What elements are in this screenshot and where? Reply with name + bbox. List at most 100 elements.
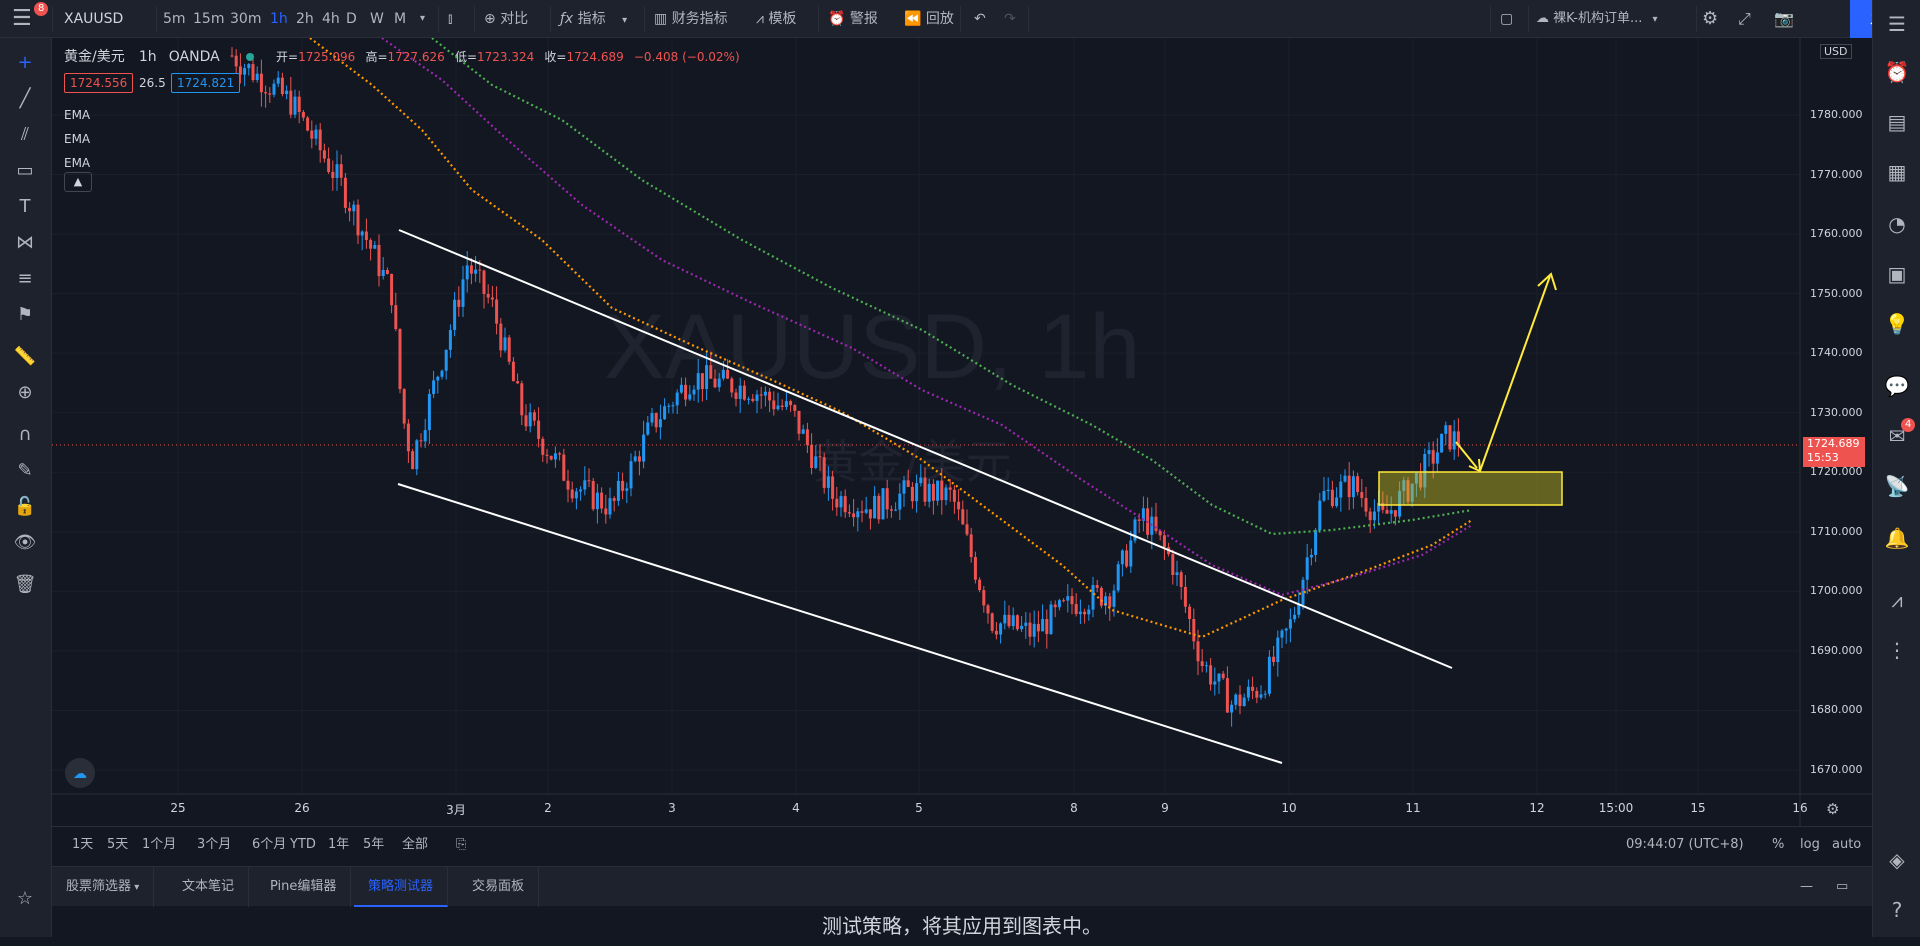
range-button-5[interactable]: YTD bbox=[290, 837, 316, 852]
interval-15m[interactable]: 15m bbox=[193, 11, 225, 27]
text-tool[interactable]: T bbox=[12, 194, 38, 220]
candle-body bbox=[637, 456, 641, 462]
zoom-tool[interactable]: ⊕ bbox=[12, 380, 38, 406]
minimize-panel-button[interactable]: — bbox=[1800, 867, 1813, 907]
currency-label[interactable]: USD bbox=[1820, 44, 1852, 59]
price-chart[interactable]: XAUUSD, 1h 黄金/美元 ☁ bbox=[52, 38, 1872, 826]
stay-drawing-tool[interactable]: ✎ bbox=[12, 458, 38, 484]
alerts-panel-button[interactable]: ⏰ bbox=[1883, 58, 1911, 86]
interval-1h[interactable]: 1h bbox=[270, 11, 288, 27]
price-tick-label: 1780.000 bbox=[1810, 108, 1863, 121]
undo-button[interactable]: ↶ bbox=[974, 0, 986, 38]
shapes-tool[interactable]: ▭ bbox=[12, 158, 38, 184]
data-window-button[interactable]: ▤ bbox=[1883, 108, 1911, 136]
watchlist-button[interactable]: ☰ bbox=[1883, 10, 1911, 38]
interval-dropdown-chevron-icon[interactable]: ▾ bbox=[420, 13, 426, 24]
pitchfork-tool[interactable]: ⫽ bbox=[12, 122, 38, 148]
log-toggle[interactable]: log bbox=[1800, 837, 1820, 852]
candle-body bbox=[818, 456, 822, 458]
news-button[interactable]: ▦ bbox=[1883, 158, 1911, 186]
indicator-ema-3[interactable]: EMA bbox=[64, 156, 91, 170]
layout-selector[interactable]: ☁ 裸K-机构订单... ▾ bbox=[1536, 0, 1658, 38]
crosshair-tool[interactable]: + bbox=[12, 50, 38, 76]
bottom-tab-0[interactable]: 股票筛选器 ▾ bbox=[52, 867, 155, 907]
measure-tool[interactable]: 📏 bbox=[12, 344, 38, 370]
interval-d[interactable]: D bbox=[346, 11, 357, 27]
clock[interactable]: 09:44:07 (UTC+8) bbox=[1626, 837, 1744, 852]
fullscreen-layout-button[interactable]: ▢ bbox=[1500, 0, 1513, 38]
pattern-tool[interactable]: ⋈ bbox=[12, 230, 38, 256]
redo-button[interactable]: ↷ bbox=[1004, 0, 1016, 38]
lock-drawings-tool[interactable]: 🔓 bbox=[12, 494, 38, 520]
range-button-6[interactable]: 1年 bbox=[328, 837, 350, 852]
order-panel-button[interactable]: ⩘ bbox=[1883, 586, 1911, 614]
auto-toggle[interactable]: auto bbox=[1832, 837, 1862, 852]
favorites-tool[interactable]: ☆ bbox=[12, 886, 38, 912]
snapshot-button[interactable]: 📷 bbox=[1774, 0, 1794, 38]
notifications-button[interactable]: 🔔 bbox=[1883, 524, 1911, 552]
ideas-button[interactable]: 💡 bbox=[1883, 310, 1911, 338]
bottom-tab-4[interactable]: 交易面板 bbox=[458, 867, 540, 907]
percent-toggle[interactable]: % bbox=[1772, 837, 1785, 852]
upper-trend-line[interactable] bbox=[398, 229, 1453, 669]
candle-body bbox=[343, 177, 347, 208]
target-arrow[interactable] bbox=[1479, 275, 1551, 472]
range-button-1[interactable]: 5天 bbox=[107, 837, 129, 852]
interval-4h[interactable]: 4h bbox=[322, 11, 340, 27]
bottom-tab-1[interactable]: 文本笔记 bbox=[168, 867, 250, 907]
axis-settings-button[interactable]: ⚙ bbox=[1826, 800, 1839, 818]
prediction-tool[interactable]: ≡ bbox=[12, 266, 38, 292]
dom-button[interactable]: ⋮ bbox=[1883, 636, 1911, 664]
maximize-panel-button[interactable]: ▭ bbox=[1836, 867, 1848, 907]
legend-symbol[interactable]: 黄金/美元 bbox=[64, 49, 125, 65]
indicator-ema-2[interactable]: EMA bbox=[64, 132, 91, 146]
indicator-ema-1[interactable]: EMA bbox=[64, 108, 91, 122]
bottom-tab-3[interactable]: 策略测试器 bbox=[354, 867, 449, 907]
candle-body bbox=[297, 96, 301, 113]
fullscreen-button[interactable]: ⤢ bbox=[1738, 0, 1751, 38]
candle-body bbox=[797, 410, 801, 434]
chart-type-button[interactable]: ⫾ bbox=[448, 0, 452, 38]
indicators-button[interactable]: ƒx 指标 ▾ bbox=[560, 0, 627, 38]
compare-button[interactable]: ⊕ 对比 bbox=[484, 0, 528, 38]
demand-zone-rectangle[interactable] bbox=[1378, 471, 1563, 506]
main-menu-button[interactable]: ☰ 8 bbox=[12, 0, 49, 38]
settings-button[interactable]: ⚙ bbox=[1702, 0, 1718, 38]
icon-tool[interactable]: ⚑ bbox=[12, 302, 38, 328]
hotlist-button[interactable]: ◔ bbox=[1883, 210, 1911, 238]
range-button-8[interactable]: 全部 bbox=[402, 837, 429, 852]
financials-button[interactable]: ▥ 财务指标 bbox=[654, 0, 728, 38]
replay-button[interactable]: ⏪ 回放 bbox=[904, 0, 954, 38]
tv-logo[interactable] bbox=[65, 758, 95, 788]
trend-line-tool[interactable]: ╱ bbox=[12, 86, 38, 112]
hide-drawings-tool[interactable]: 👁 bbox=[12, 530, 38, 556]
magnet-tool[interactable]: ∩ bbox=[12, 422, 38, 448]
bottom-tab-2[interactable]: Pine编辑器 bbox=[256, 867, 352, 907]
symbol-search-button[interactable]: XAUUSD bbox=[64, 11, 124, 27]
bid-price[interactable]: 1724.556 bbox=[64, 73, 134, 93]
alert-button[interactable]: ⏰ 警报 bbox=[828, 0, 878, 38]
range-button-3[interactable]: 3个月 bbox=[197, 837, 232, 852]
streams-button[interactable]: 📡 bbox=[1883, 472, 1911, 500]
goto-date-button[interactable]: ⎘ bbox=[456, 827, 466, 863]
calendar-button[interactable]: ▣ bbox=[1883, 260, 1911, 288]
interval-w[interactable]: W bbox=[370, 11, 384, 27]
interval-5m[interactable]: 5m bbox=[163, 11, 186, 27]
remove-drawings-tool[interactable]: 🗑 bbox=[12, 572, 38, 598]
layers-button[interactable]: ◈ bbox=[1883, 846, 1911, 874]
messages-button[interactable]: ✉ 4 bbox=[1883, 418, 1916, 450]
pullback-arrow[interactable] bbox=[1455, 441, 1478, 469]
interval-m[interactable]: M bbox=[394, 11, 407, 27]
range-button-2[interactable]: 1个月 bbox=[142, 837, 177, 852]
range-button-7[interactable]: 5年 bbox=[363, 837, 385, 852]
range-button-0[interactable]: 1天 bbox=[72, 837, 94, 852]
chat-button[interactable]: 💬 bbox=[1883, 372, 1911, 400]
help-button[interactable]: ? bbox=[1883, 896, 1911, 924]
interval-2h[interactable]: 2h bbox=[296, 11, 314, 27]
range-button-4[interactable]: 6个月 bbox=[252, 837, 287, 852]
templates-button[interactable]: ⩘ 模板 bbox=[756, 0, 796, 38]
ask-price[interactable]: 1724.821 bbox=[171, 73, 241, 93]
collapse-legend-button[interactable]: ▲ bbox=[64, 172, 92, 192]
interval-30m[interactable]: 30m bbox=[230, 11, 262, 27]
lower-trend-line[interactable] bbox=[397, 483, 1283, 764]
